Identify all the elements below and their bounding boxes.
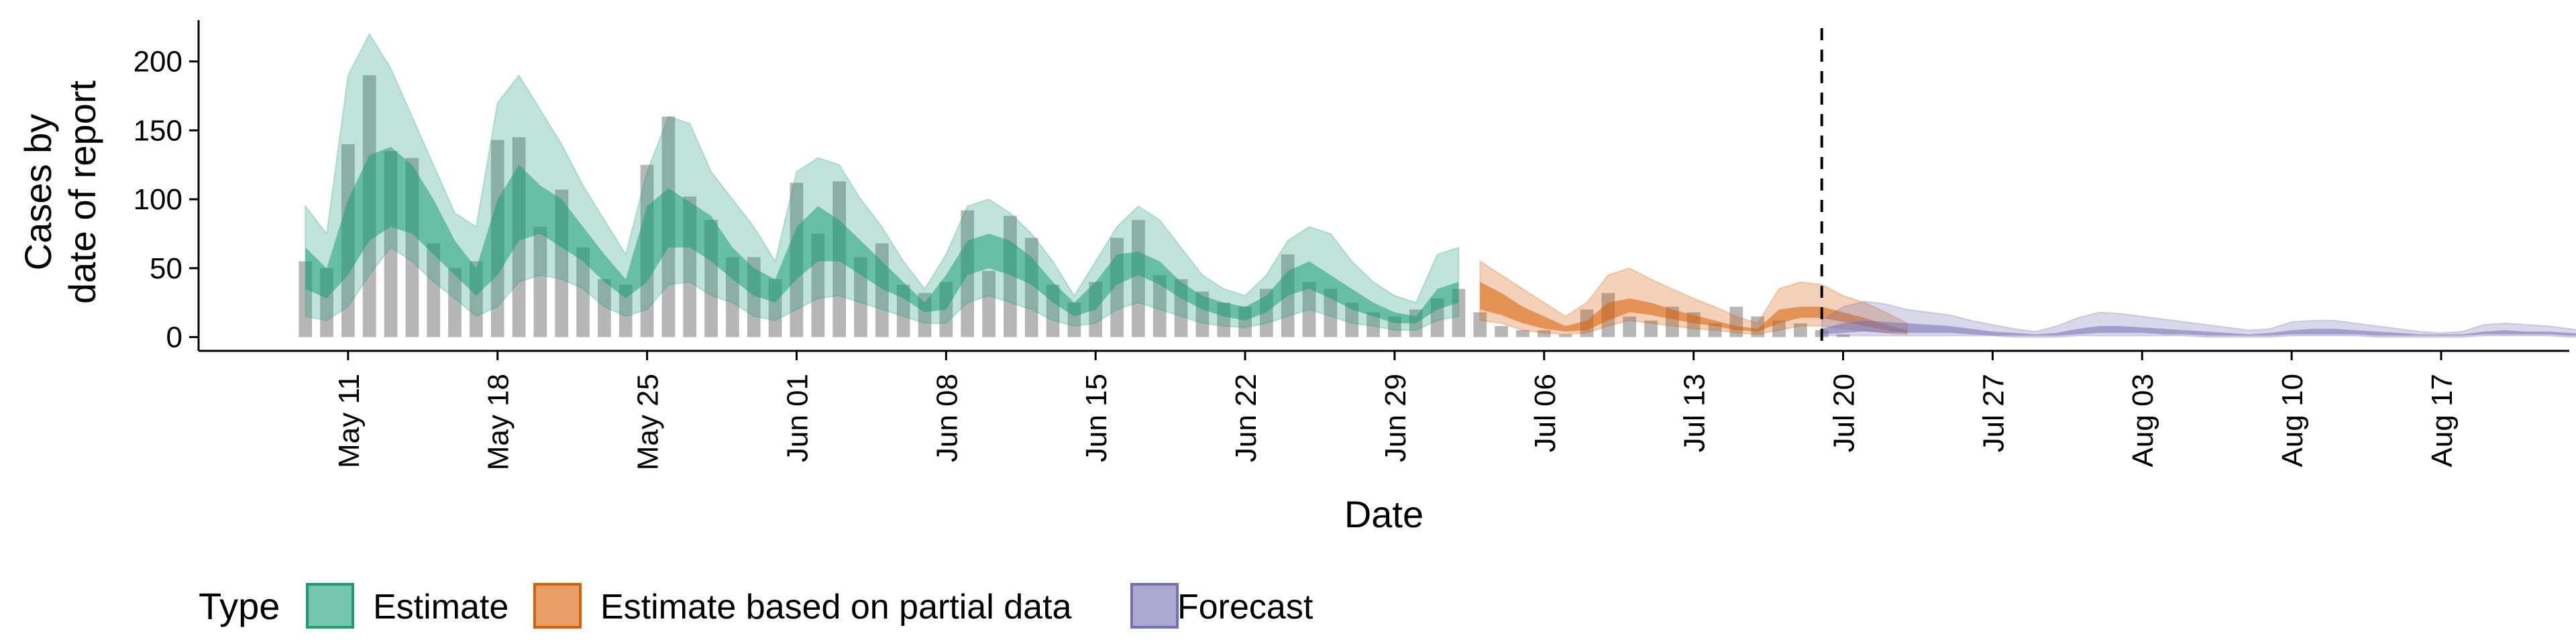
x-tick-label: Jul 27	[1977, 374, 2010, 452]
x-tick-label: Aug 17	[2426, 374, 2459, 467]
forecast-outer-band	[1821, 301, 2576, 338]
x-tick-label: Jul 20	[1828, 374, 1861, 452]
reported-cases-bar	[1537, 330, 1551, 337]
reported-cases-bar	[1473, 312, 1487, 337]
reported-cases-bar	[1836, 334, 1850, 337]
reported-cases-bar	[427, 243, 441, 337]
legend-key-partial-data	[533, 583, 582, 629]
reported-cases-bar	[598, 279, 611, 337]
legend-label-estimate: Estimate	[373, 588, 508, 627]
y-tick-label: 50	[150, 252, 182, 285]
legend-key-forecast	[1130, 583, 1179, 629]
bands-layer	[305, 32, 2576, 338]
reported-cases-bar	[448, 268, 462, 337]
forecast-inner-band	[1821, 320, 2576, 336]
x-tick-label: Jun 01	[781, 374, 814, 462]
reported-cases-bar	[1644, 320, 1658, 337]
x-tick-label: Jul 13	[1678, 374, 1711, 452]
estimate-inner-band	[305, 147, 1459, 323]
legend-title: Type	[199, 585, 280, 627]
x-axis-title: Date	[1344, 493, 1424, 535]
reported-cases-bar	[982, 270, 996, 337]
legend-key-estimate	[306, 583, 354, 629]
y-tick-label: 150	[133, 114, 182, 147]
y-tick-label: 0	[166, 321, 182, 354]
x-tick-label: May 11	[333, 374, 366, 468]
x-tick-label: Jun 15	[1080, 374, 1113, 462]
reported-cases-bar	[1793, 323, 1807, 337]
legend-label-partial-data: Estimate based on partial data	[600, 588, 1072, 627]
x-ticks: May 11 May 18 May 25 Jun 01 Jun 08 Jun 15 Jun …	[333, 351, 2459, 470]
reported-cases-bar	[1366, 312, 1380, 337]
legend: Type Estimate Estimate based on partial …	[199, 583, 1313, 629]
x-tick-label: Jun 29	[1379, 374, 1412, 462]
legend-label-forecast: Forecast	[1177, 588, 1313, 627]
reported-cases-bar	[1302, 282, 1316, 337]
y-tick-label: 100	[133, 183, 182, 216]
reported-cases-bar	[576, 247, 590, 337]
x-tick-label: Jul 06	[1529, 374, 1562, 452]
reported-cases-bar	[1516, 330, 1529, 337]
reported-cases-bar	[1751, 316, 1765, 337]
reported-cases-bar	[1152, 275, 1167, 337]
reported-cases-bar	[1708, 323, 1722, 337]
axes-layer: 0 50 100 150 200 May 11 May 18 May 25 Jun 01 Jun…	[133, 20, 2569, 470]
x-tick-label: Aug 03	[2127, 374, 2159, 467]
reported-cases-bar	[1324, 288, 1338, 337]
y-ticks: 0 50 100 150 200	[133, 46, 199, 354]
reported-cases-bar	[533, 227, 547, 337]
reported-cases-bar	[619, 284, 633, 337]
reported-cases-bar	[1623, 316, 1637, 337]
reported-cases-bar	[1495, 326, 1508, 337]
x-tick-label: Aug 10	[2276, 374, 2309, 467]
x-tick-label: Jun 22	[1230, 374, 1263, 462]
reported-cases-bar	[1345, 303, 1359, 337]
y-axis-title-line-1: Cases by	[17, 114, 59, 270]
x-tick-label: May 25	[632, 374, 665, 470]
y-tick-label: 200	[133, 46, 182, 78]
reported-cases-bar	[1772, 320, 1786, 337]
reported-cases-bar	[1131, 219, 1145, 337]
y-axis-title-line-2: date of report	[61, 80, 103, 305]
x-tick-label: May 18	[482, 374, 515, 470]
x-tick-label: Jun 08	[930, 374, 963, 462]
reported-cases-bar	[1558, 334, 1572, 337]
